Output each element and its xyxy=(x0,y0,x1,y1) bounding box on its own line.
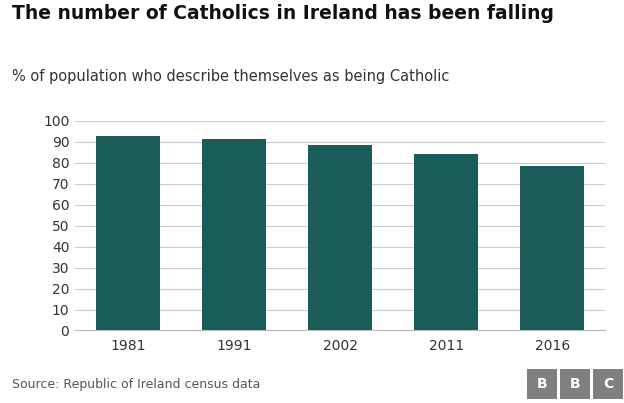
Text: % of population who describe themselves as being Catholic: % of population who describe themselves … xyxy=(12,69,450,83)
Bar xyxy=(414,154,478,330)
Text: Source: Republic of Ireland census data: Source: Republic of Ireland census data xyxy=(12,378,261,391)
Text: B: B xyxy=(570,377,581,391)
Bar xyxy=(202,139,266,330)
Bar xyxy=(308,145,372,330)
Text: The number of Catholics in Ireland has been falling: The number of Catholics in Ireland has b… xyxy=(12,4,555,23)
Text: B: B xyxy=(537,377,548,391)
Bar xyxy=(520,166,584,330)
Bar xyxy=(96,135,160,330)
Text: C: C xyxy=(603,377,613,391)
